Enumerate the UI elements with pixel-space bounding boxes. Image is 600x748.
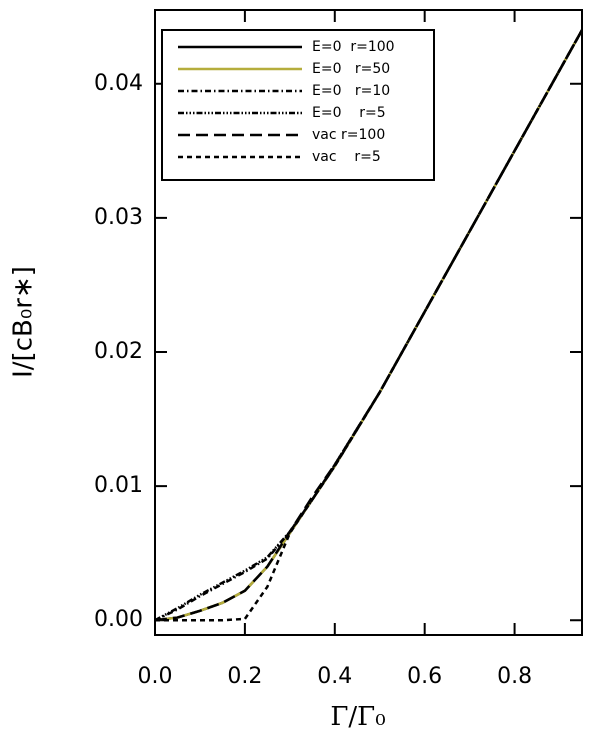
y-axis-label: I/[cB₀r∗]	[9, 266, 39, 378]
plot-frame	[154, 9, 583, 636]
series-line	[155, 29, 584, 622]
legend-label: E=0 r=100	[312, 39, 395, 55]
x-tick-label: 0.2	[227, 664, 262, 689]
y-tick-label: 0.02	[94, 339, 143, 364]
legend-label: E=0 r=50	[312, 61, 390, 77]
legend-label: vac r=100	[312, 127, 385, 143]
x-tick-label: 0.6	[407, 664, 442, 689]
legend-box	[161, 29, 435, 181]
y-tick-label: 0.03	[94, 205, 143, 230]
x-tick-label: 0.0	[138, 664, 173, 689]
series-line	[154, 29, 584, 622]
x-tick-label: 0.8	[497, 664, 532, 689]
x-tick-label: 0.4	[317, 664, 352, 689]
y-tick-label: 0.00	[94, 607, 143, 632]
x-axis-label: Γ/Γ₀	[330, 702, 385, 732]
legend-label: E=0 r=5	[312, 105, 386, 121]
y-tick-label: 0.04	[94, 71, 143, 96]
legend-label: E=0 r=10	[312, 83, 390, 99]
y-tick-label: 0.01	[94, 473, 143, 498]
legend-label: vac r=5	[312, 149, 381, 165]
